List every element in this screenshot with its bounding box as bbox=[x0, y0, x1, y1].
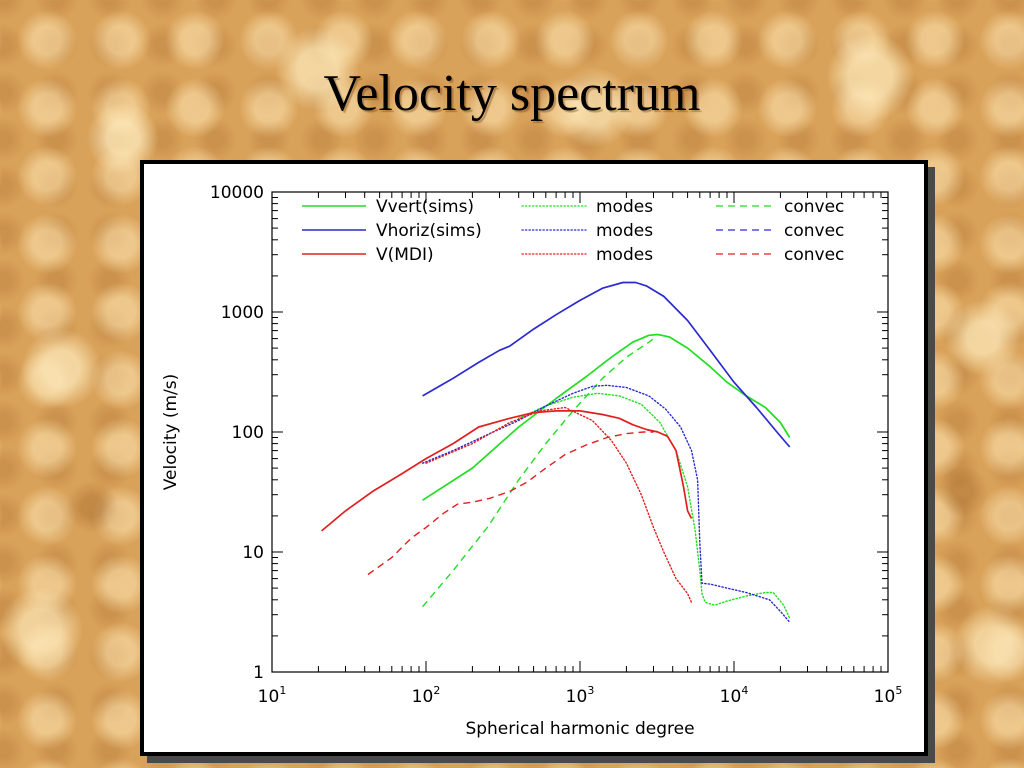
legend-convec-label: convec bbox=[784, 197, 844, 217]
legend-series-label: Vhoriz(sims) bbox=[376, 221, 482, 241]
y-tick-label: 10000 bbox=[210, 183, 264, 203]
y-tick-label: 10 bbox=[242, 543, 264, 563]
slide-title: Velocity spectrum bbox=[323, 65, 701, 122]
series-lines bbox=[321, 281, 791, 623]
axis-ticks: 101 102 103 104 105 1 10 100 1000 10000 bbox=[210, 183, 902, 707]
x-axis-title: Spherical harmonic degree bbox=[465, 719, 694, 739]
series-line-green-total bbox=[422, 333, 791, 501]
legend-modes-label: modes bbox=[596, 221, 653, 241]
series-line-green-modes bbox=[518, 392, 791, 619]
x-tick-label: 104 bbox=[720, 684, 749, 707]
chart-frame: 101 102 103 104 105 1 10 100 1000 10000 Vvert(sim… bbox=[140, 160, 928, 756]
y-tick-label: 1 bbox=[253, 663, 264, 683]
series-line-blue-modes bbox=[421, 384, 791, 623]
x-tick-label: 103 bbox=[566, 684, 595, 707]
legend-convec-label: convec bbox=[784, 221, 844, 241]
legend-series-label: V(MDI) bbox=[376, 245, 434, 265]
legend-modes-label: modes bbox=[596, 197, 653, 217]
series-line-green-convec bbox=[422, 336, 657, 608]
y-tick-label: 1000 bbox=[221, 303, 264, 323]
series-line-blue-total bbox=[422, 281, 791, 448]
y-axis-title: Velocity (m/s) bbox=[161, 374, 181, 491]
y-tick-label: 100 bbox=[232, 423, 264, 443]
x-tick-label: 101 bbox=[258, 684, 287, 707]
legend-modes-label: modes bbox=[596, 245, 653, 265]
x-tick-label: 105 bbox=[874, 684, 903, 707]
series-line-red-modes bbox=[425, 406, 693, 604]
legend: Vvert(sims) modes convec Vhoriz(sims) modes c… bbox=[302, 197, 844, 265]
legend-series-label: Vvert(sims) bbox=[376, 197, 474, 217]
series-line-red-convec bbox=[367, 431, 654, 576]
series-line-red-total bbox=[321, 410, 693, 532]
x-tick-label: 102 bbox=[412, 684, 441, 707]
legend-convec-label: convec bbox=[784, 245, 844, 265]
velocity-spectrum-chart: 101 102 103 104 105 1 10 100 1000 10000 Vvert(sim… bbox=[161, 183, 902, 739]
